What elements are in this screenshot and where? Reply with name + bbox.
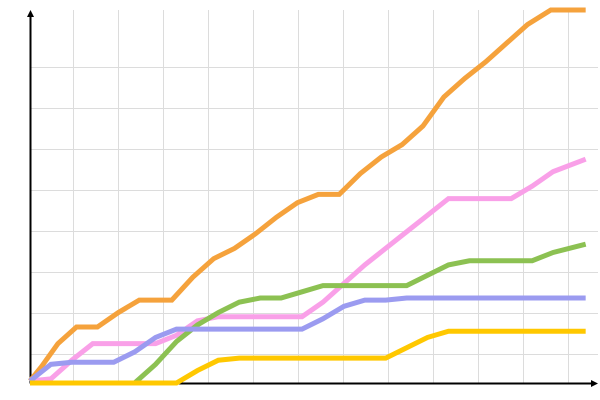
series-line-pink xyxy=(29,156,587,384)
series-line-orange xyxy=(28,7,586,383)
series-line-purple xyxy=(28,295,586,383)
horizontal-gridlines xyxy=(30,67,598,355)
x-axis-arrowhead-icon xyxy=(591,380,598,387)
y-axis-arrowhead-icon xyxy=(27,10,34,17)
series-line-yellow xyxy=(30,328,586,386)
vertical-gridlines xyxy=(73,10,569,383)
data-series-group xyxy=(28,7,587,386)
